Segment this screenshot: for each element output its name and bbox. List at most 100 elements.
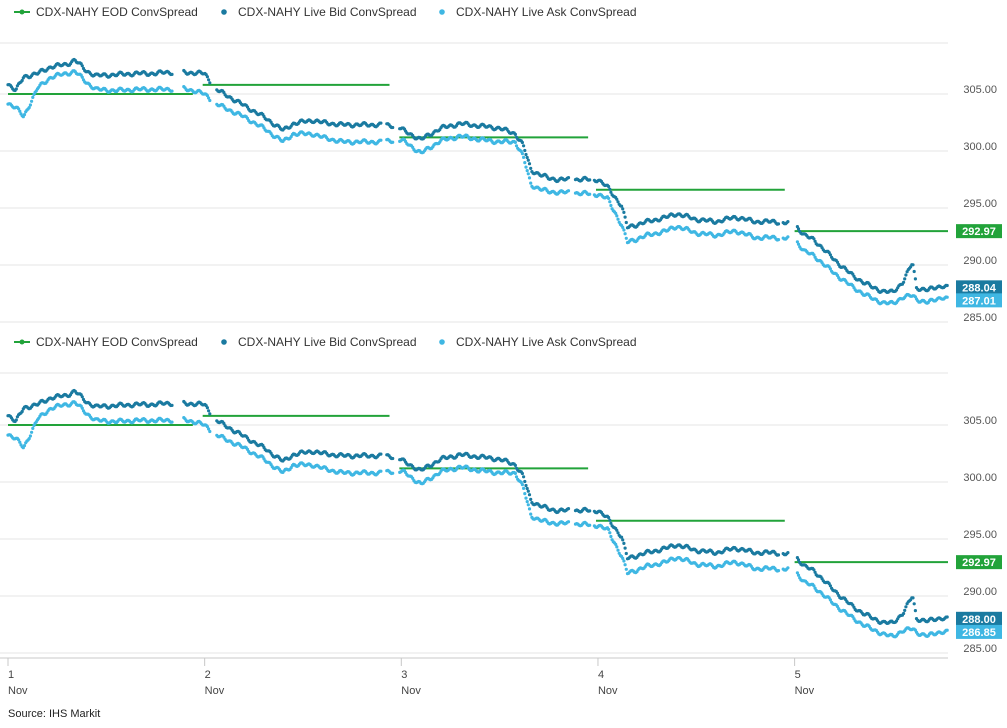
- legend-marker-bid: [221, 339, 227, 345]
- ask-point: [391, 471, 395, 475]
- bid-point: [607, 184, 611, 189]
- bid-point: [835, 260, 840, 264]
- bid-point: [903, 608, 907, 613]
- bid-point: [522, 144, 526, 148]
- end-badge-ask: [956, 293, 1002, 308]
- y-tick-label: 290.00: [963, 586, 997, 598]
- ask-point: [776, 238, 781, 242]
- ask-point: [17, 438, 21, 442]
- y-tick-label: 300.00: [963, 472, 997, 484]
- end-value-bid: 288.04: [962, 282, 997, 294]
- ask-point: [208, 98, 212, 103]
- bid-point: [913, 609, 918, 613]
- ask-point: [513, 471, 518, 475]
- end-value-ask: 287.01: [962, 295, 996, 307]
- bid-point: [391, 125, 395, 130]
- bid-point: [526, 489, 530, 493]
- y-tick-label: 290.00: [963, 255, 997, 267]
- ask-point: [30, 99, 34, 103]
- bid-point: [796, 227, 801, 231]
- ask-point: [22, 444, 27, 448]
- bid-point: [813, 239, 817, 243]
- end-value-ask: 286.85: [962, 627, 996, 639]
- ask-point: [18, 109, 22, 113]
- ask-point: [526, 503, 530, 507]
- bid-point: [523, 479, 527, 484]
- ask-point: [526, 172, 530, 176]
- bid-point: [529, 166, 533, 170]
- legend-marker-bid: [221, 9, 227, 15]
- bid-point: [379, 121, 383, 125]
- ask-point: [524, 165, 528, 169]
- ask-point: [529, 181, 533, 185]
- bid-point: [527, 162, 532, 166]
- bid-point: [14, 87, 18, 91]
- ask-point: [945, 295, 949, 299]
- ask-point: [621, 225, 625, 229]
- series-ask-points: [6, 69, 949, 306]
- ask-point: [614, 211, 618, 215]
- bid-point: [776, 222, 781, 226]
- bid-point: [520, 471, 525, 476]
- bid-point: [526, 158, 530, 162]
- ask-point: [30, 430, 34, 434]
- bid-point: [812, 237, 816, 241]
- ask-point: [608, 531, 612, 535]
- ask-point: [607, 527, 611, 532]
- bid-point: [20, 78, 24, 83]
- bid-point: [524, 483, 528, 488]
- bid-point: [523, 148, 527, 153]
- bid-point: [607, 515, 611, 520]
- bid-point: [902, 611, 906, 616]
- x-tick-month-1: Nov: [8, 685, 28, 697]
- bid-point: [522, 475, 526, 479]
- bid-point: [616, 531, 620, 535]
- bid-point: [80, 64, 84, 68]
- bid-point: [588, 178, 592, 182]
- ask-point: [379, 138, 383, 142]
- bid-point: [14, 418, 18, 422]
- bid-point: [205, 406, 209, 410]
- end-badge-eod: [956, 224, 1002, 239]
- x-tick-month-2: Nov: [205, 685, 225, 697]
- ask-point: [27, 437, 31, 441]
- bid-point: [616, 200, 620, 204]
- ask-point: [795, 240, 800, 244]
- bid-point: [828, 253, 833, 257]
- ask-point: [616, 548, 620, 552]
- bid-point: [588, 509, 592, 513]
- legend-marker-eod-dot: [19, 9, 25, 15]
- ask-point: [527, 176, 532, 180]
- bid-point: [527, 493, 532, 497]
- y-tick-label: 300.00: [963, 141, 997, 153]
- ask-point: [514, 144, 519, 148]
- legend-label-ask: CDX-NAHY Live Ask ConvSpread: [456, 5, 637, 19]
- ask-point: [31, 95, 35, 99]
- ask-point: [22, 113, 27, 117]
- ask-point: [523, 492, 527, 496]
- bid-point: [902, 280, 906, 284]
- ask-point: [524, 496, 528, 500]
- bid-point: [812, 568, 816, 572]
- bid-point: [621, 538, 625, 542]
- ask-point: [796, 573, 801, 577]
- bid-point: [205, 75, 209, 79]
- ask-point: [205, 425, 209, 429]
- ask-point: [527, 507, 532, 511]
- bid-point: [208, 412, 212, 416]
- ask-point: [27, 106, 31, 110]
- bid-point: [835, 591, 840, 595]
- source-note: Source: IHS Markit: [8, 708, 101, 720]
- bid-point: [615, 197, 619, 201]
- bid-point: [566, 176, 571, 180]
- bid-point: [786, 551, 790, 555]
- ask-point: [522, 155, 526, 159]
- ask-point: [80, 75, 84, 79]
- ask-point: [513, 140, 518, 144]
- bid-point: [904, 605, 908, 609]
- ask-point: [514, 475, 519, 479]
- ask-point: [525, 500, 529, 504]
- bid-point: [904, 273, 908, 277]
- ask-point: [945, 628, 949, 632]
